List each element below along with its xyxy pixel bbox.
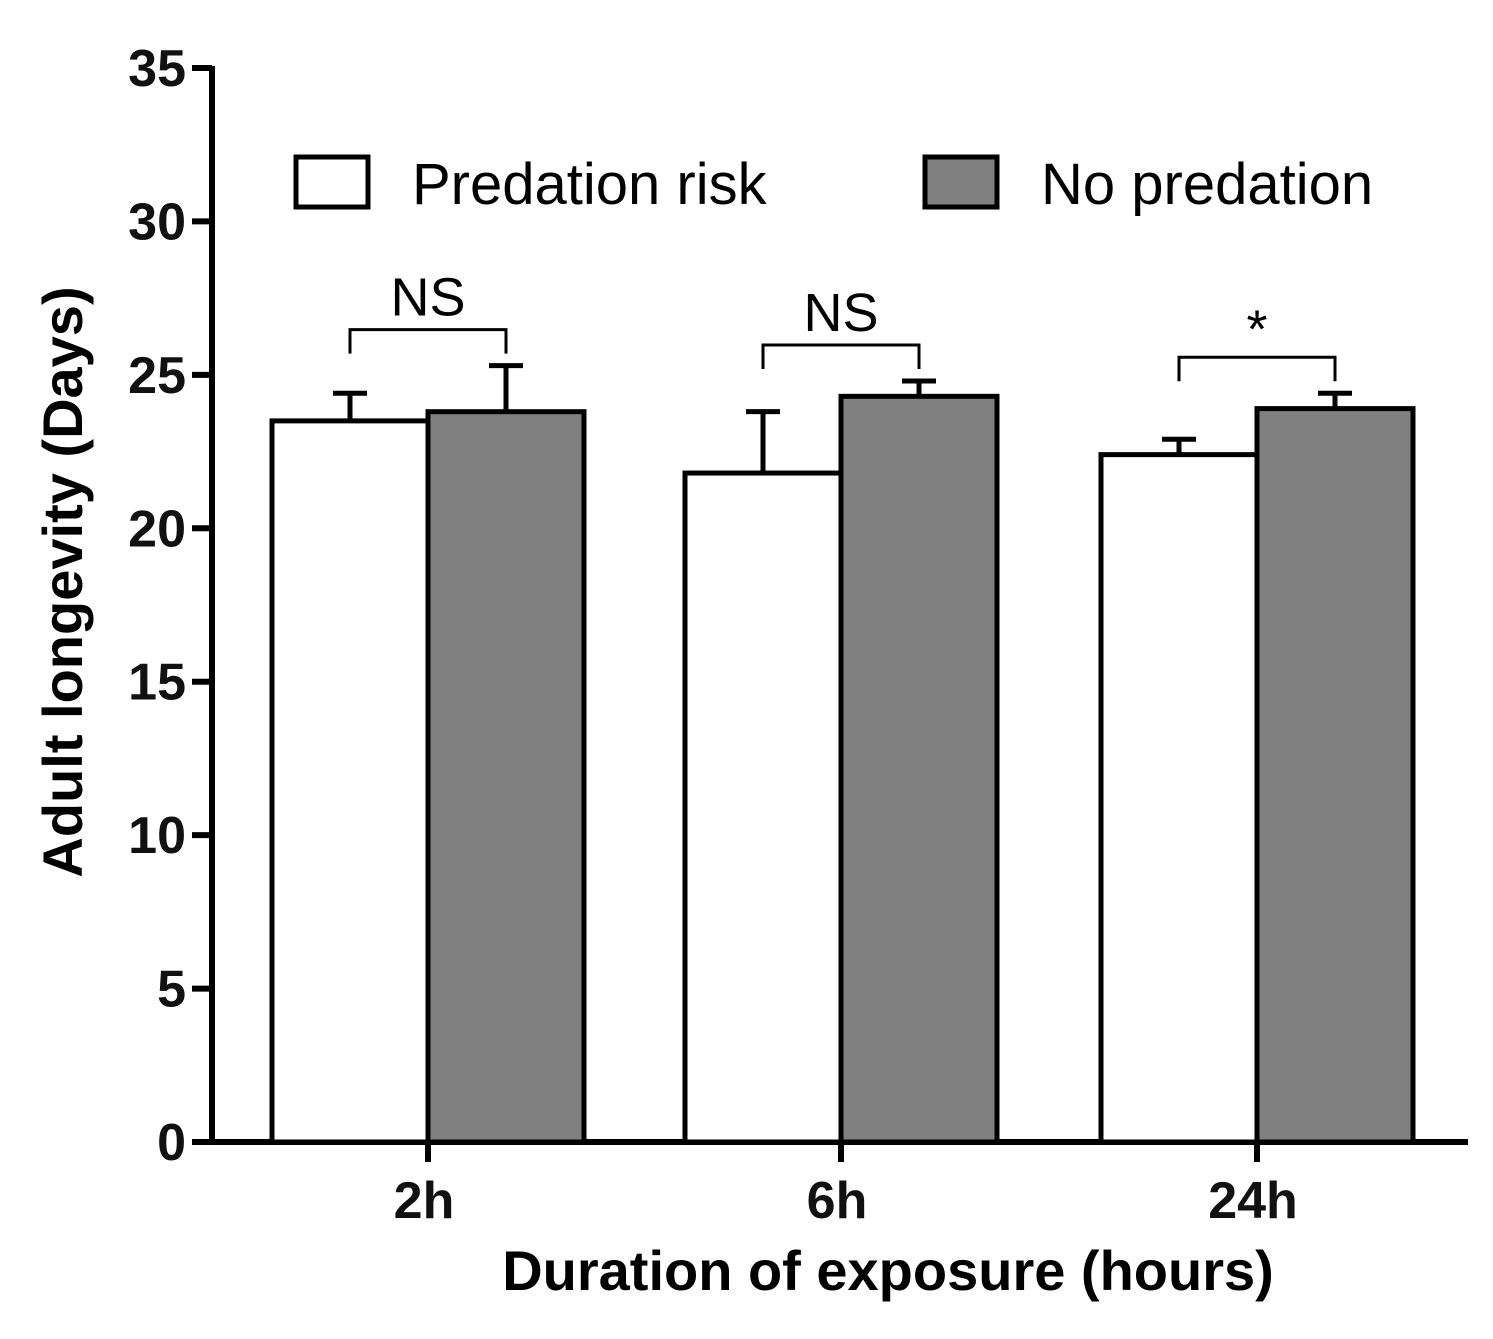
bar-no-predation <box>838 393 1000 1145</box>
bar-no-predation <box>1254 406 1416 1145</box>
significance-label: * <box>1246 299 1267 359</box>
significance-bracket <box>1177 355 1337 382</box>
y-tick-label: 5 <box>157 961 186 1019</box>
y-tick-label: 20 <box>128 500 186 558</box>
bar-no-predation <box>425 409 587 1145</box>
y-tick-label: 15 <box>128 654 186 712</box>
x-axis-title: Duration of exposure (hours) <box>502 1239 1274 1302</box>
x-tick-label: 6h <box>807 1172 868 1230</box>
significance-label: NS <box>390 268 465 328</box>
bars <box>269 363 1416 1145</box>
significance-annotations: NS NS * <box>348 268 1337 382</box>
legend-swatch-no-predation <box>922 154 1000 210</box>
y-tick-label: 25 <box>128 347 186 405</box>
legend-label-predation-risk: Predation risk <box>412 152 768 217</box>
bar-predation-risk <box>269 418 431 1145</box>
legend-swatch-predation-risk <box>293 154 371 210</box>
x-tick-label: 24h <box>1208 1172 1298 1230</box>
y-tick-label: 35 <box>128 40 186 98</box>
legend: Predation risk No predation <box>293 152 1373 217</box>
legend-label-no-predation: No predation <box>1041 152 1373 217</box>
bar-predation-risk <box>682 470 844 1145</box>
y-tick-label: 10 <box>128 807 186 865</box>
y-tick-label: 30 <box>128 193 186 251</box>
significance-bracket <box>348 328 508 354</box>
bar-predation-risk <box>1098 452 1260 1145</box>
significance-label: NS <box>803 283 878 343</box>
y-tick-label: 0 <box>157 1114 186 1172</box>
x-tick-label: 2h <box>394 1172 455 1230</box>
significance-bracket <box>761 343 921 369</box>
y-axis-title: Adult longevity (Days) <box>31 286 94 877</box>
